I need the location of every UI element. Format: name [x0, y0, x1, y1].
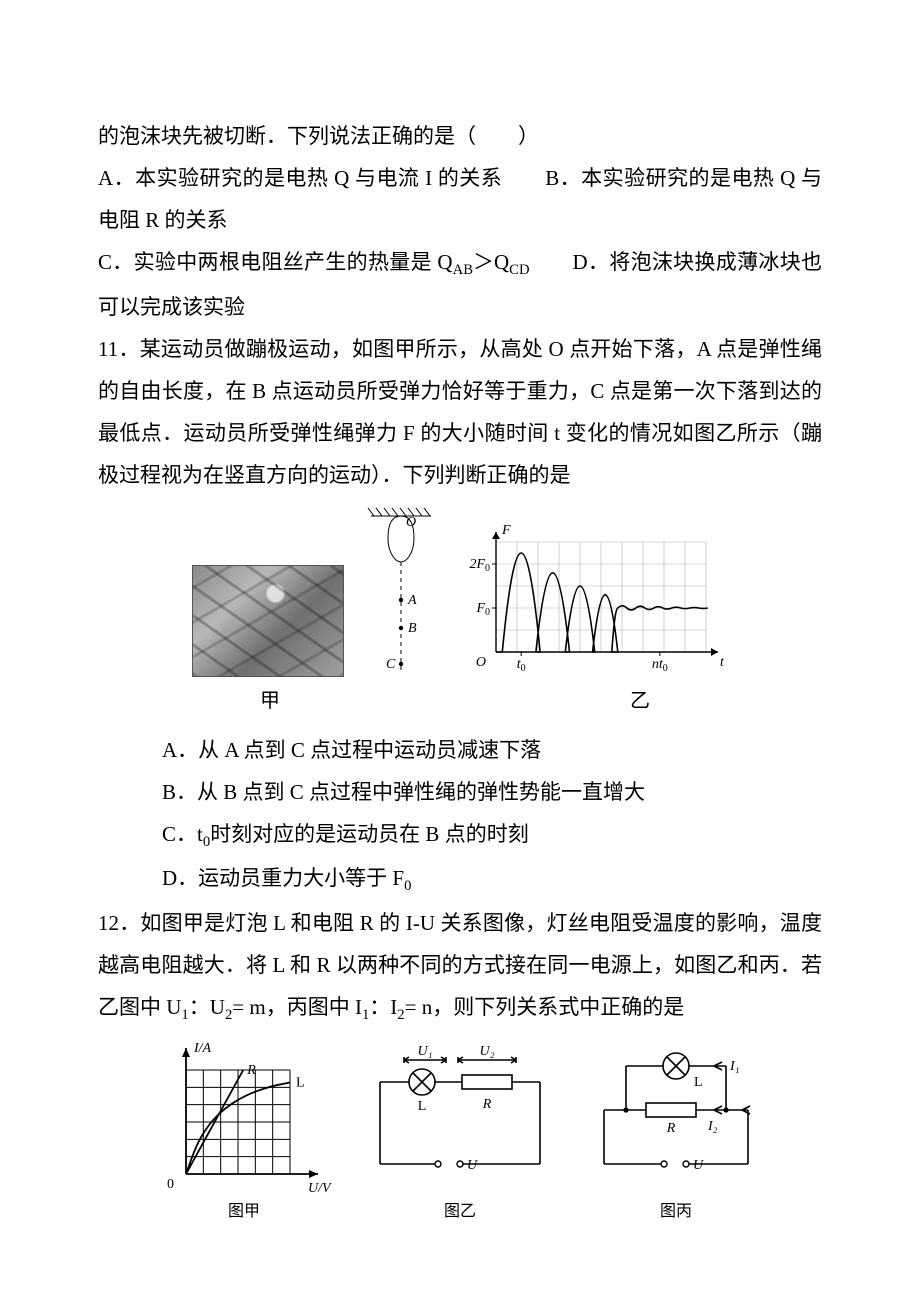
q12-caption3: 图丙 [586, 1196, 766, 1228]
svg-text:A: A [407, 593, 417, 608]
svg-text:L: L [694, 1075, 703, 1090]
svg-text:U/V: U/V [308, 1181, 332, 1196]
q11-photo [192, 565, 344, 677]
q10-options-row1: A．本实验研究的是电热 Q 与电流 I 的关系 B．本实验研究的是电热 Q 与电… [98, 157, 822, 241]
svg-text:O: O [476, 655, 486, 670]
svg-text:U₁: U₁ [418, 1044, 433, 1059]
svg-text:nt0: nt0 [652, 657, 668, 674]
q12-stem: 12．如图甲是灯泡 L 和电阻 R 的 I-U 关系图像，灯丝电阻受温度的影响，… [98, 902, 822, 1031]
svg-text:U: U [693, 1158, 704, 1173]
q11-optC: C．t0时刻对应的是运动员在 B 点的时刻 [162, 813, 822, 858]
svg-text:F: F [501, 523, 511, 538]
svg-text:0: 0 [167, 1177, 174, 1192]
q12-number: 12． [98, 911, 140, 935]
q11-number: 11． [98, 337, 140, 361]
svg-text:C: C [386, 657, 396, 672]
svg-text:L: L [296, 1076, 305, 1091]
svg-text:2F0: 2F0 [469, 557, 490, 574]
svg-text:I/A: I/A [193, 1041, 212, 1056]
q11-options: A．从 A 点到 C 点过程中运动员减速下落 B．从 B 点到 C 点过程中弹性… [98, 729, 822, 902]
q11-stem: 11．某运动员做蹦极运动，如图甲所示，从高处 O 点开始下落，A 点是弹性绳的自… [98, 328, 822, 496]
svg-text:R: R [666, 1121, 676, 1136]
q10-options-row2: C．实验中两根电阻丝产生的热量是 QAB＞QCD D．将泡沫块换成薄冰块也可以完… [98, 241, 822, 328]
svg-text:U₂: U₂ [480, 1044, 495, 1059]
q11-optD: D．运动员重力大小等于 F0 [162, 857, 822, 902]
q12-caption2: 图乙 [360, 1196, 560, 1228]
q11-rope-diagram: O A B C [356, 502, 446, 677]
q12-caption1: 图甲 [154, 1196, 334, 1228]
q12-figure: 0 I/A U/V R L 图甲 U₁ U₂ L R U 图乙 I₁ I₂ L R U 图丙 [98, 1036, 822, 1228]
q11-optB: B．从 B 点到 C 点过程中弹性绳的弹性势能一直增大 [162, 771, 822, 813]
svg-text:O: O [406, 515, 416, 530]
svg-text:I₁: I₁ [729, 1059, 740, 1074]
svg-text:R: R [482, 1097, 492, 1112]
svg-text:t: t [720, 655, 725, 670]
q11-optA: A．从 A 点到 C 点过程中运动员减速下落 [162, 729, 822, 771]
svg-text:F0: F0 [475, 601, 490, 618]
q10-stem-tail: 的泡沫块先被切断．下列说法正确的是（ ） [98, 115, 822, 157]
svg-text:t0: t0 [517, 657, 526, 674]
q11-force-time-graph: F0 2F0 t0 nt0 O Ft [458, 522, 728, 677]
q10-optA: A．本实验研究的是电热 Q 与电流 I 的关系 [98, 166, 502, 190]
svg-text:U: U [467, 1158, 478, 1173]
q12-iu-graph: 0 I/A U/V R L [154, 1036, 334, 1196]
q10-optC: C．实验中两根电阻丝产生的热量是 QAB＞QCD [98, 250, 530, 274]
q11-figure: O A B C F0 2F0 t0 nt0 O Ft [98, 502, 822, 677]
svg-text:R: R [246, 1063, 256, 1078]
svg-text:L: L [418, 1099, 427, 1114]
svg-text:I₂: I₂ [707, 1119, 718, 1134]
q12-circuit-parallel: I₁ I₂ L R U [586, 1036, 766, 1196]
q12-circuit-series: U₁ U₂ L R U [360, 1036, 560, 1196]
q11-fig-captions: 甲 乙 [180, 681, 740, 721]
svg-text:B: B [408, 621, 417, 636]
